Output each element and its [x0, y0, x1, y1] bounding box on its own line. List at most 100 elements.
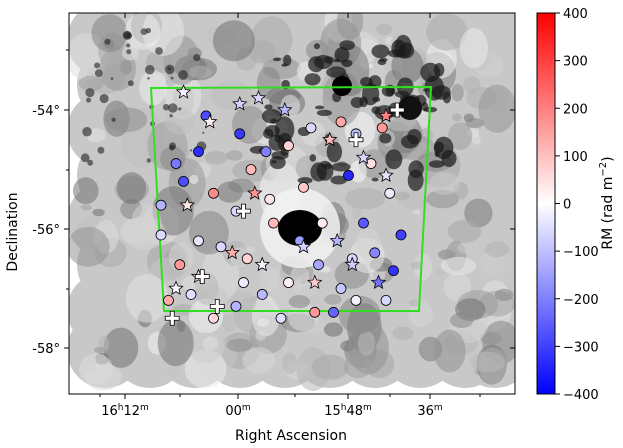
- rm-circle-marker: [268, 217, 279, 229]
- rm-star-marker: [378, 167, 394, 182]
- colorbar-tick-label: 0: [563, 198, 571, 213]
- rm-star-marker: [307, 274, 323, 290]
- rm-circle-marker: [313, 259, 324, 271]
- rm-circle-marker: [365, 158, 377, 169]
- rm-circle-marker: [155, 229, 167, 241]
- rm-circle-marker: [215, 241, 227, 253]
- rm-circle-marker: [283, 277, 294, 288]
- rm-circle-marker: [230, 300, 242, 312]
- x-tick-minutes: 48: [346, 404, 363, 419]
- rm-star-marker: [322, 131, 338, 147]
- y-axis-label: Declination: [5, 192, 21, 271]
- rm-circle-marker: [275, 312, 287, 324]
- rm-circle-marker: [208, 312, 219, 324]
- rm-star-marker: [370, 274, 387, 290]
- rm-circle-marker: [369, 247, 381, 259]
- colorbar-tick-label: −100: [563, 245, 599, 260]
- rm-circle-marker: [260, 146, 272, 158]
- rm-circle-marker: [256, 289, 268, 300]
- cross-marker: [236, 203, 251, 219]
- colorbar-tick-label: 400: [563, 7, 588, 22]
- rm-circle-marker: [380, 294, 392, 306]
- rm-circle-marker: [335, 116, 347, 128]
- rm-star-marker: [254, 256, 270, 272]
- rm-circle-marker: [350, 294, 362, 306]
- rm-circle-marker: [388, 265, 399, 277]
- x-tick-hours: 15: [324, 404, 341, 419]
- rm-star-marker: [329, 232, 345, 248]
- y-tick-label: -56°: [32, 223, 60, 238]
- x-tick-m-sup: m: [242, 403, 251, 413]
- rm-circle-marker: [358, 217, 369, 229]
- colorbar-label-sup: −2: [598, 162, 609, 177]
- x-tick-m-sup: m: [363, 403, 372, 413]
- rm-circle-marker: [316, 217, 328, 229]
- rm-circle-marker: [174, 259, 186, 271]
- rm-circle-marker: [238, 277, 249, 288]
- rm-circle-marker: [208, 187, 219, 199]
- colorbar-label-main: RM (rad m: [600, 177, 616, 250]
- y-axis: -54° -56° -58°: [32, 49, 515, 357]
- x-tick-h-sup: h: [341, 403, 347, 413]
- rm-star-marker: [168, 280, 184, 296]
- x-axis-label: Right Ascension: [235, 428, 347, 444]
- rm-circle-marker: [185, 289, 197, 300]
- rm-circle-marker: [234, 128, 246, 140]
- cross-marker: [164, 310, 180, 326]
- colorbar-tick-label: 100: [563, 150, 588, 165]
- rm-circle-marker: [298, 181, 309, 193]
- x-tick-h-sup: h: [118, 403, 124, 413]
- colorbar-label: RM (rad m−2): [598, 156, 616, 249]
- colorbar-tick-label: −200: [563, 293, 599, 308]
- x-tick-label: 00m: [225, 403, 250, 419]
- colorbar-tick-label: −400: [563, 388, 599, 403]
- rm-circle-marker: [163, 294, 174, 306]
- rm-circle-marker: [309, 306, 321, 318]
- rm-circle-marker: [178, 175, 189, 187]
- rm-circle-marker: [283, 140, 294, 152]
- x-tick-minutes: 00: [225, 404, 242, 419]
- rm-star-marker: [355, 149, 372, 165]
- rm-circle-marker: [155, 199, 167, 211]
- rm-circle-marker: [328, 306, 339, 318]
- y-tick-label: -58°: [32, 342, 60, 357]
- rm-circle-marker: [384, 187, 396, 199]
- y-tick-label: -54°: [32, 104, 60, 119]
- x-axis: 16h12m 00m 15h48m 36m: [99, 13, 481, 419]
- colorbar: 400 300 200 100 0 −100 −200 −300 −400 RM (rad m−…: [536, 7, 616, 403]
- colorbar-gradient: [536, 12, 556, 395]
- x-tick-label: 16h12m: [101, 403, 149, 419]
- x-tick-m-sup: m: [140, 403, 149, 413]
- rm-circle-marker: [245, 164, 257, 175]
- rm-circle-marker: [264, 193, 276, 205]
- background-sky-map: [69, 13, 515, 392]
- cross-marker: [209, 298, 225, 314]
- rm-star-marker: [232, 95, 248, 111]
- rm-circle-marker: [193, 146, 204, 158]
- rm-circle-marker: [170, 158, 182, 169]
- plot-frame: [68, 12, 516, 395]
- rm-star-marker: [224, 244, 240, 260]
- rm-star-marker: [378, 107, 394, 123]
- colorbar-tick-label: −300: [563, 340, 599, 355]
- rm-circle-marker: [193, 235, 204, 247]
- x-tick-minutes: 12: [123, 404, 140, 419]
- rm-star-marker: [179, 197, 195, 212]
- cross-marker: [194, 269, 210, 284]
- rm-circle-marker: [343, 170, 354, 181]
- rm-star-marker: [344, 256, 360, 272]
- x-tick-label: 15h48m: [324, 403, 372, 419]
- cross-marker: [389, 102, 405, 118]
- x-tick-label: 36m: [417, 403, 442, 419]
- colorbar-tick-label: 300: [563, 55, 588, 70]
- colorbar-tick-label: 200: [563, 102, 588, 117]
- colorbar-ticks: 400 300 200 100 0 −100 −200 −300 −400: [555, 7, 599, 403]
- x-tick-hours: 16: [101, 404, 118, 419]
- rm-circle-marker: [305, 122, 317, 134]
- rm-star-marker: [202, 113, 218, 129]
- cross-marker: [348, 132, 364, 148]
- x-tick-m-sup: m: [434, 403, 443, 413]
- colorbar-label-end: ): [600, 156, 616, 161]
- rm-star-marker: [295, 238, 312, 254]
